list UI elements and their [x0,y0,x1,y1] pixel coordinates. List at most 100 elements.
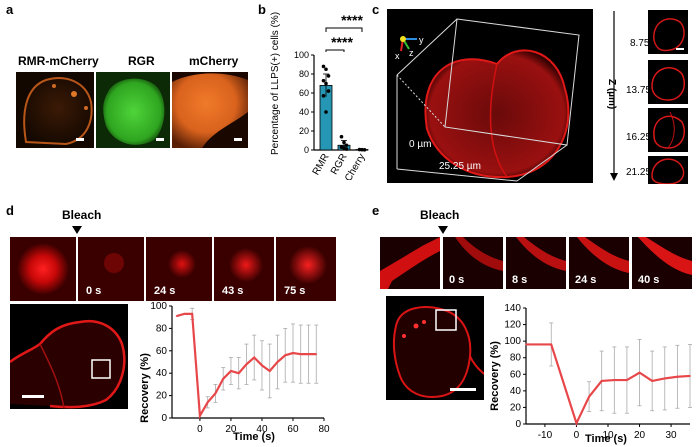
line-chart-ytick-label: 40 [156,368,168,379]
significance-bracket-2 [325,49,345,52]
z-stack-axis: Z (µm) 8.75 13.75 16.25 21.25 [606,11,651,181]
cell-overview-e [386,296,484,400]
recovery-point [261,364,263,367]
axis-triad [400,36,417,52]
bar-data-point [326,74,331,78]
recovery-point [175,315,178,317]
frap-time-e-3: 24 s [575,274,597,286]
recovery-point [253,356,256,359]
bar-data-point [324,81,328,86]
recovery-line [526,343,691,427]
frap-time-e-1: 0 s [449,274,465,286]
significance-stars-2: **** [331,34,353,50]
3d-render-cell: y x z 0 µm 25.25 µm [387,9,593,183]
bar-data-point [321,94,326,98]
frap-frame-d-1: 0 s [78,237,144,301]
panel-label-b: b [258,2,266,17]
bar-data-point [326,89,331,93]
line-chart-xtick-label: 0 [197,424,203,435]
frap-time-e-2: 8 s [512,274,528,286]
bar-chart-ytick-label: 100 [294,50,309,60]
bar-chart-ytick-label: 80 [299,69,309,79]
bar-data-point [344,143,349,148]
caption-rmr-mcherry: RMR-mCherry [18,54,99,68]
frap-frame-e-4: 40 s [632,237,692,289]
micrograph-mcherry [172,72,248,148]
frap-frame-prebleach-d [10,237,76,301]
bleach-label-e: Bleach [420,208,460,222]
line-chart-ytick-label: 80 [510,353,522,364]
line-chart-xtick-label: 40 [256,424,268,435]
line-chart-xtick-label: 0 [574,430,580,441]
bleach-arrow-e [438,226,448,234]
z-value-4: 21.25 [626,167,651,178]
caption-mcherry: mCherry [189,54,239,68]
recovery-point [199,414,201,417]
recovery-point [214,392,217,395]
recovery-point [663,377,666,380]
axis-x-label: x [395,51,400,61]
z-value-1: 8.75 [630,38,650,49]
line-chart-xtick-label: 80 [318,424,330,435]
recovery-point [575,422,578,424]
recovery-point [600,380,603,382]
z-slice-4 [648,156,688,184]
bleach-arrow-d [72,226,82,234]
time-xlabel-d: Time (s) [233,431,275,443]
recovery-point [626,379,628,381]
micrograph-rmr-mcherry [16,72,94,148]
recovery-point [588,395,590,398]
line-chart-ytick-label: 100 [504,336,521,347]
frap-frame-e-3: 24 s [569,237,629,289]
line-chart-xtick-label: 30 [666,430,678,441]
recovery-point [284,354,287,357]
micrograph-rgr [96,72,170,148]
bar-data-point [321,64,326,69]
cell-overview-d [10,304,128,409]
line-chart-ytick-label: 20 [510,402,522,413]
bar-chart-ytick-label: 0 [304,145,309,155]
recovery-point [206,401,209,404]
line-chart-ytick-label: 100 [150,301,167,312]
bar-chart-llps: Percentage of LLPS(+) cells (%) 0 20 40 60 8… [270,12,369,180]
frap-time-d-3: 43 s [222,285,244,297]
recovery-point [183,313,186,315]
line-chart-xtick-label: 20 [634,430,646,441]
recovery-point [191,313,193,315]
panel-label-a: a [6,2,14,17]
line-chart-ytick-label: 20 [156,391,168,402]
bar-chart-ylabel: Percentage of LLPS(+) cells (%) [270,12,281,155]
bar-data-point [321,78,326,83]
recovery-point [299,353,302,355]
line-chart-xtick-label: 10 [602,430,614,441]
bar-category-label: RMR [311,152,332,177]
frap-recovery-chart-e: Recovery (%) Time (s) 020406080100120140… [489,303,692,445]
time-xlabel-e: Time (s) [585,433,627,445]
line-chart-xtick-label: 20 [225,424,237,435]
z-slice-1 [648,10,688,54]
frap-time-d-2: 24 s [154,285,176,297]
recovery-point [651,380,653,382]
panel-label-d: d [6,203,14,218]
recovery-ylabel-d: Recovery (%) [139,353,151,423]
recovery-point [638,371,641,374]
recovery-point [292,352,294,354]
recovery-point [276,361,279,363]
frap-frame-d-3: 43 s [214,237,274,301]
recovery-point [315,353,318,355]
line-chart-ytick-label: 80 [156,323,168,334]
bar-data-point [342,140,346,145]
recovery-point [689,375,691,377]
z-slice-2 [648,60,688,104]
line-chart-xtick-label: -10 [538,430,553,441]
recovery-point [222,378,224,380]
line-chart-ytick-label: 40 [510,386,522,397]
frap-frame-e-2: 8 s [506,237,566,289]
z-value-3: 16.25 [626,132,651,143]
recovery-point [550,343,553,346]
bar-chart-ytick-label: 40 [299,107,309,117]
bar-data-point [362,148,367,152]
origin-label: 0 µm [409,139,431,150]
frap-time-d-1: 0 s [86,285,102,297]
panel-label-e: e [372,203,380,218]
